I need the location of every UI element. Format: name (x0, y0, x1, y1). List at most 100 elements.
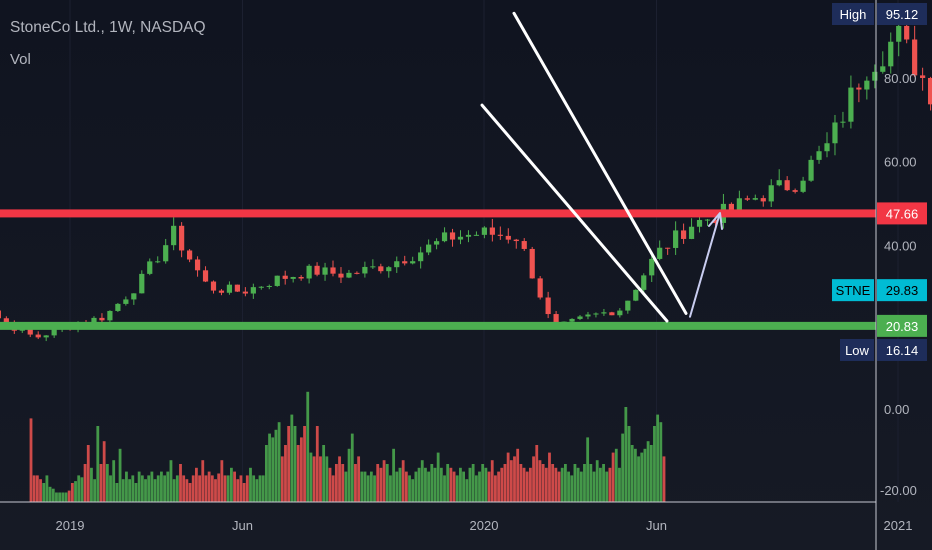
volume-bar (417, 467, 421, 502)
time-tick-label: 2020 (470, 518, 499, 533)
volume-bar (436, 452, 440, 502)
candle-body (218, 290, 225, 293)
volume-bar (239, 475, 243, 502)
candle-body (346, 272, 352, 278)
volume-bar (653, 426, 656, 502)
candle-body (768, 185, 774, 202)
volume-bar (576, 467, 580, 502)
volume-bar (637, 456, 640, 502)
candle-body (210, 281, 217, 291)
volume-bar (328, 467, 332, 502)
volume-bar (354, 464, 357, 502)
candle-body (123, 299, 129, 304)
horizontal-levels[interactable] (0, 209, 876, 330)
candle-body (402, 261, 408, 264)
low-badge-label: Low (845, 343, 869, 358)
volume-bar (67, 490, 71, 502)
volume-bar (112, 460, 116, 502)
last-price-badge-value-box (877, 279, 927, 302)
grid (69, 0, 899, 502)
volume-bar (252, 475, 256, 502)
candle-body (394, 261, 400, 268)
volume-bar (303, 426, 306, 502)
volume-bar (207, 471, 211, 502)
candle-body (370, 266, 376, 268)
candle-body (3, 318, 9, 324)
last-price-badge-value: 29.83 (886, 283, 919, 298)
volume-bar (226, 475, 230, 502)
candle-body (51, 328, 57, 336)
support-line (0, 321, 876, 330)
volume-bar (147, 475, 151, 502)
volume-bar (214, 479, 217, 502)
volume-bar (659, 422, 663, 502)
volume-bar (535, 445, 539, 502)
candle-body (457, 236, 464, 240)
volume-bar (602, 464, 605, 502)
volume-bar (242, 483, 246, 502)
volume-bar (83, 464, 87, 502)
volume-bar (125, 471, 128, 502)
candle-body (880, 66, 886, 72)
volume-bar (160, 471, 163, 502)
volume-bar (366, 475, 370, 502)
volume-bar (624, 407, 628, 502)
resistance-badge-value-box (877, 202, 927, 225)
volume-bar (478, 471, 481, 502)
candle-body (633, 289, 639, 301)
volume-bar (163, 475, 166, 502)
volume-bar (633, 448, 637, 502)
volume-bar (182, 475, 186, 502)
volume-bar (51, 488, 55, 502)
volume-bar (350, 433, 354, 502)
candle-body (163, 245, 169, 262)
candle-body (186, 250, 193, 260)
candle-body (505, 235, 511, 240)
candle-body (314, 265, 320, 275)
resistance-badge-value: 47.66 (886, 206, 919, 221)
candle-body (274, 275, 280, 286)
volume-bar (284, 445, 287, 502)
volume-bar (210, 475, 214, 502)
volume-bar (401, 460, 405, 502)
volume-bar (420, 460, 424, 502)
volume-bar (471, 464, 475, 502)
volume-indicator-label: Vol (10, 51, 31, 68)
volume-bar (385, 464, 389, 502)
price-badges: High 95.12 STNE 29.83 Low 16.14 47.66 20.83 (832, 3, 927, 361)
volume-bar (490, 460, 494, 502)
candle-body (912, 39, 918, 76)
volume-bar (277, 422, 281, 502)
candle-body (290, 276, 296, 279)
candle-body (418, 252, 424, 262)
candle-body (433, 241, 440, 245)
high-badge-value: 95.12 (886, 7, 919, 22)
candle-body (354, 272, 360, 274)
candle-body (91, 317, 97, 324)
volume-bar (643, 448, 647, 502)
volume-bar (258, 475, 262, 502)
volume-bar (649, 445, 653, 502)
time-tick-label: Jun (232, 518, 253, 533)
volume-bar (93, 479, 97, 502)
candle-body (927, 77, 932, 105)
volume-bar (45, 475, 49, 502)
candle-body (673, 230, 679, 248)
candle-body (920, 75, 926, 78)
drawings[interactable] (480, 11, 723, 323)
candle-body (593, 313, 599, 315)
high-badge-label: High (840, 7, 867, 22)
volume-bar (398, 467, 402, 502)
candle-body (513, 239, 519, 242)
volume-bar (150, 471, 154, 502)
volume-bar (179, 464, 182, 502)
volume-bar (595, 460, 599, 502)
candle-body (752, 198, 758, 200)
volume-bar (462, 471, 466, 502)
volume-bar (656, 414, 660, 502)
time-tick-label: 2019 (56, 518, 85, 533)
candle-body (234, 284, 241, 292)
volume-bar (369, 471, 373, 502)
